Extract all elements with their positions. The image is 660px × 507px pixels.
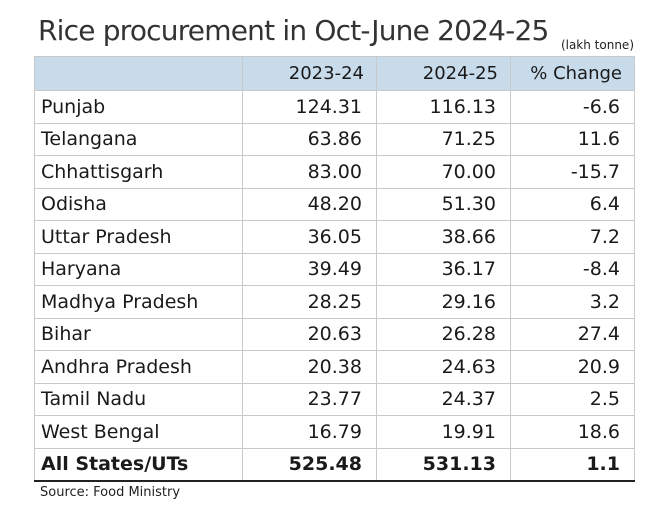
value-cell: 6.4 <box>510 187 635 221</box>
value-cell: 26.28 <box>376 317 511 351</box>
value-cell: 63.86 <box>242 122 377 156</box>
table-body: Punjab 124.31 116.13 -6.6 Telangana 63.86 71.2… <box>34 90 635 482</box>
value-cell: 71.25 <box>376 122 511 156</box>
value-cell: 24.37 <box>376 382 511 416</box>
value-cell: 51.30 <box>376 187 511 221</box>
value-cell: 20.9 <box>510 350 635 384</box>
table-row: Punjab 124.31 116.13 -6.6 <box>34 90 635 124</box>
value-cell: 124.31 <box>242 90 377 124</box>
value-cell: 24.63 <box>376 350 511 384</box>
value-cell: 83.00 <box>242 155 377 189</box>
value-cell: 19.91 <box>376 415 511 449</box>
value-cell: 2.5 <box>510 382 635 416</box>
table-row: Tamil Nadu 23.77 24.37 2.5 <box>34 382 635 416</box>
value-cell: 16.79 <box>242 415 377 449</box>
table-row: Andhra Pradesh 20.38 24.63 20.9 <box>34 350 635 384</box>
value-cell: -8.4 <box>510 252 635 286</box>
value-cell: 11.6 <box>510 122 635 156</box>
state-cell: Andhra Pradesh <box>34 350 243 384</box>
state-cell: Punjab <box>34 90 243 124</box>
value-cell: 20.38 <box>242 350 377 384</box>
value-cell: 531.13 <box>376 447 511 482</box>
state-cell: All States/UTs <box>34 447 243 482</box>
column-header: 2023-24 <box>242 56 377 91</box>
state-cell: West Bengal <box>34 415 243 449</box>
state-cell: Bihar <box>34 317 243 351</box>
table-row: Chhattisgarh 83.00 70.00 -15.7 <box>34 155 635 189</box>
table-row: Telangana 63.86 71.25 11.6 <box>34 122 635 156</box>
chart-title: Rice procurement in Oct-June 2024-25 <box>38 14 549 47</box>
source-note: Source: Food Ministry <box>40 485 181 500</box>
value-cell: 38.66 <box>376 220 511 254</box>
value-cell: 29.16 <box>376 285 511 319</box>
value-cell: 116.13 <box>376 90 511 124</box>
value-cell: 36.05 <box>242 220 377 254</box>
value-cell: 48.20 <box>242 187 377 221</box>
table-row: Uttar Pradesh 36.05 38.66 7.2 <box>34 220 635 254</box>
table-row: Haryana 39.49 36.17 -8.4 <box>34 252 635 286</box>
state-cell: Haryana <box>34 252 243 286</box>
state-cell: Tamil Nadu <box>34 382 243 416</box>
value-cell: 28.25 <box>242 285 377 319</box>
total-row: All States/UTs 525.48 531.13 1.1 <box>34 447 635 482</box>
value-cell: 525.48 <box>242 447 377 482</box>
value-cell: 20.63 <box>242 317 377 351</box>
value-cell: 70.00 <box>376 155 511 189</box>
table-row: Madhya Pradesh 28.25 29.16 3.2 <box>34 285 635 319</box>
value-cell: 27.4 <box>510 317 635 351</box>
table-row: Bihar 20.63 26.28 27.4 <box>34 317 635 351</box>
value-cell: 3.2 <box>510 285 635 319</box>
value-cell: 18.6 <box>510 415 635 449</box>
column-header <box>34 56 243 91</box>
state-cell: Madhya Pradesh <box>34 285 243 319</box>
column-header: 2024-25 <box>376 56 511 91</box>
table-row: Odisha 48.20 51.30 6.4 <box>34 187 635 221</box>
value-cell: 1.1 <box>510 447 635 482</box>
header-row: 2023-24 2024-25 % Change <box>34 56 635 91</box>
state-cell: Telangana <box>34 122 243 156</box>
state-cell: Uttar Pradesh <box>34 220 243 254</box>
value-cell: 39.49 <box>242 252 377 286</box>
unit-label: (lakh tonne) <box>560 38 634 52</box>
column-header: % Change <box>510 56 635 91</box>
state-cell: Chhattisgarh <box>34 155 243 189</box>
state-cell: Odisha <box>34 187 243 221</box>
value-cell: 23.77 <box>242 382 377 416</box>
value-cell: 7.2 <box>510 220 635 254</box>
value-cell: -15.7 <box>510 155 635 189</box>
value-cell: -6.6 <box>510 90 635 124</box>
table-row: West Bengal 16.79 19.91 18.6 <box>34 415 635 449</box>
value-cell: 36.17 <box>376 252 511 286</box>
procurement-table: 2023-24 2024-25 % Change Punjab 124.31 116… <box>34 56 635 482</box>
